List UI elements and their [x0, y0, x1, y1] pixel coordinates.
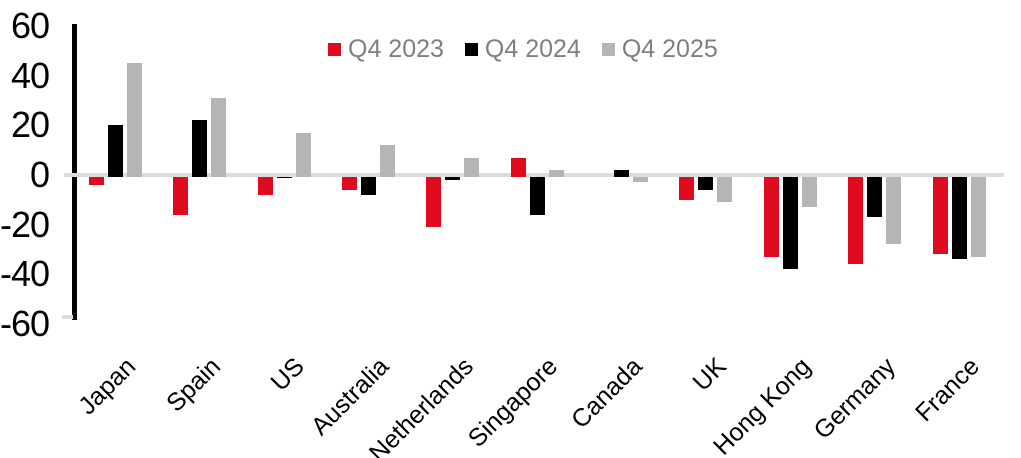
legend-swatch-q4-2024 [464, 43, 478, 56]
bar-q4-2024-hong-kong [782, 177, 798, 270]
x-category-label-uk: UK [687, 352, 733, 397]
bar-q4-2024-japan [108, 125, 123, 177]
y-axis-line [72, 24, 77, 320]
bar-q4-2025-japan [127, 63, 142, 177]
bar-q4-2023-australia [342, 177, 358, 190]
bar-q4-2023-netherlands [426, 177, 442, 228]
bar-q4-2024-france [951, 177, 967, 260]
bar-q4-2025-canada [633, 177, 649, 183]
bar-q4-2023-japan [89, 177, 104, 185]
y-tick-label-20: 20 [10, 104, 50, 146]
legend-label-q4-2024: Q4 2024 [484, 35, 581, 63]
legend-item-q4-2023: Q4 2023 [328, 36, 444, 63]
bar-q4-2024-spain [192, 120, 208, 177]
bar-q4-2024-netherlands [445, 177, 461, 180]
bar-q4-2025-spain [211, 98, 227, 177]
bar-q4-2025-australia [380, 145, 396, 177]
bar-q4-2023-spain [173, 177, 189, 215]
x-category-label-singapore: Singapore [462, 352, 564, 453]
bar-q4-2024-australia [361, 177, 377, 195]
bar-q4-2024-uk [698, 177, 714, 190]
x-category-label-japan: Japan [73, 352, 142, 421]
x-category-label-us: US [265, 352, 311, 397]
legend-item-q4-2025: Q4 2025 [601, 35, 718, 63]
bar-q4-2025-france [970, 177, 986, 257]
x-category-label-canada: Canada [565, 352, 648, 435]
x-category-label-france: France [910, 352, 986, 428]
bar-q4-2023-hong-kong [763, 177, 779, 257]
legend: Q4 2023 Q4 2024 Q4 2025 [328, 36, 718, 63]
legend-label-q4-2025: Q4 2025 [621, 35, 718, 63]
bar-q4-2024-singapore [529, 177, 545, 215]
y-tick-label-60: 60 [10, 5, 50, 47]
bar-q4-2023-uk [679, 177, 695, 200]
y-axis-bottom-tick [62, 315, 73, 319]
y-axis-tick-labels: 60 40 20 0 -20 -40 -60 [0, 0, 50, 458]
y-tick-label--20: -20 [0, 203, 50, 245]
bar-q4-2024-germany [867, 177, 883, 218]
bar-q4-2024-us [276, 177, 292, 178]
y-tick-label-0: 0 [29, 154, 50, 195]
bar-q4-2025-singapore [548, 170, 564, 177]
x-category-label-australia: Australia [306, 352, 395, 441]
bar-q4-2023-france [932, 177, 948, 255]
y-tick-label-40: 40 [10, 54, 50, 96]
bar-q4-2025-uk [717, 177, 733, 203]
legend-swatch-q4-2025 [601, 43, 615, 56]
bar-q4-2023-us [257, 177, 273, 195]
bar-q4-2025-hong-kong [801, 177, 817, 208]
y-tick-label--60: -60 [0, 302, 50, 344]
x-category-label-spain: Spain [160, 352, 226, 418]
legend-item-q4-2024: Q4 2024 [464, 35, 581, 63]
legend-label-q4-2023: Q4 2023 [348, 35, 444, 63]
bar-q4-2023-germany [848, 177, 864, 265]
bar-q4-2023-singapore [510, 157, 526, 177]
x-category-label-germany: Germany [808, 352, 901, 445]
legend-swatch-q4-2023 [328, 43, 341, 56]
bar-q4-2025-us [295, 132, 311, 177]
y-tick-label--40: -40 [0, 253, 50, 295]
bar-q4-2024-canada [614, 170, 630, 177]
bar-q4-2025-germany [886, 177, 902, 245]
zero-gridline [64, 173, 1004, 177]
bar-q4-2025-netherlands [464, 157, 480, 177]
